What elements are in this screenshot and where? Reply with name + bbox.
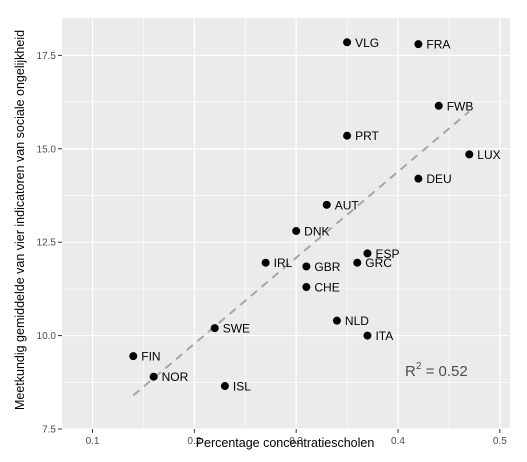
data-point-nor xyxy=(149,372,158,381)
data-point-lux xyxy=(465,150,474,159)
data-point-dnk xyxy=(292,226,301,235)
point-label-swe: SWE xyxy=(223,322,250,336)
r-squared-annotation: R2 = 0.52 xyxy=(405,361,468,380)
point-label-ita: ITA xyxy=(375,329,393,343)
grid-major xyxy=(62,18,510,430)
point-label-lux: LUX xyxy=(477,148,500,162)
point-label-aut: AUT xyxy=(335,198,360,212)
point-label-che: CHE xyxy=(314,281,339,295)
data-point-ita xyxy=(363,331,372,340)
data-point-fra xyxy=(414,40,423,49)
data-point-grc xyxy=(353,258,362,267)
data-point-fin xyxy=(129,352,138,361)
r-squared-value: = 0.52 xyxy=(421,363,467,380)
point-label-fra: FRA xyxy=(426,38,450,52)
data-point-swe xyxy=(210,324,219,333)
y-tick-label: 7.5 xyxy=(42,425,56,436)
point-label-nld: NLD xyxy=(345,314,369,328)
y-tick-label: 15.0 xyxy=(37,144,57,155)
point-label-vlg: VLG xyxy=(355,36,379,50)
grid-minor xyxy=(62,18,510,429)
r-squared-prefix: R xyxy=(405,363,416,380)
point-label-isl: ISL xyxy=(233,380,251,394)
point-label-gbr: GBR xyxy=(314,260,340,274)
y-tick-label: 12.5 xyxy=(37,238,57,249)
point-label-prt: PRT xyxy=(355,129,379,143)
plot-panel xyxy=(62,18,510,429)
x-tick-label: 0.1 xyxy=(86,436,100,447)
data-point-isl xyxy=(220,382,229,391)
data-point-vlg xyxy=(343,38,352,47)
data-point-gbr xyxy=(302,262,311,271)
data-point-che xyxy=(302,283,311,292)
data-point-nld xyxy=(332,316,341,325)
point-label-fwb: FWB xyxy=(447,99,474,113)
point-label-grc: GRC xyxy=(365,256,392,270)
x-tick-label: 0.4 xyxy=(391,436,405,447)
point-label-fin: FIN xyxy=(141,350,160,364)
y-tick-label: 17.5 xyxy=(37,51,57,62)
x-axis-title: Percentage concentratiescholen xyxy=(196,436,375,450)
data-point-esp xyxy=(363,249,372,258)
data-point-aut xyxy=(322,200,331,209)
x-tick-label: 0.3 xyxy=(289,436,303,447)
point-label-irl: IRL xyxy=(274,256,293,270)
point-label-dnk: DNK xyxy=(304,224,329,238)
x-tick-label: 0.2 xyxy=(187,436,201,447)
data-point-deu xyxy=(414,174,423,183)
trendline xyxy=(132,110,470,397)
y-axis: 7.5 10.0 12.5 15.0 17.5 xyxy=(37,51,62,436)
y-tick-label: 10.0 xyxy=(37,331,57,342)
point-label-nor: NOR xyxy=(162,370,189,384)
data-point-irl xyxy=(261,258,270,267)
data-points: VLG FRA FWB PRT LUX DEU AUT DNK ESP IRL GBR GRC CHE N… xyxy=(129,36,501,394)
x-axis: 0.1 0.2 0.3 0.4 0.5 xyxy=(86,429,507,447)
y-axis-title: Meetkundig gemiddelde van vier indicator… xyxy=(13,30,27,410)
data-point-prt xyxy=(343,131,352,140)
data-point-fwb xyxy=(434,101,443,110)
point-label-esp: ESP xyxy=(375,247,399,261)
r-squared-superscript: 2 xyxy=(416,361,422,372)
point-label-deu: DEU xyxy=(426,172,451,186)
x-tick-label: 0.5 xyxy=(493,436,507,447)
